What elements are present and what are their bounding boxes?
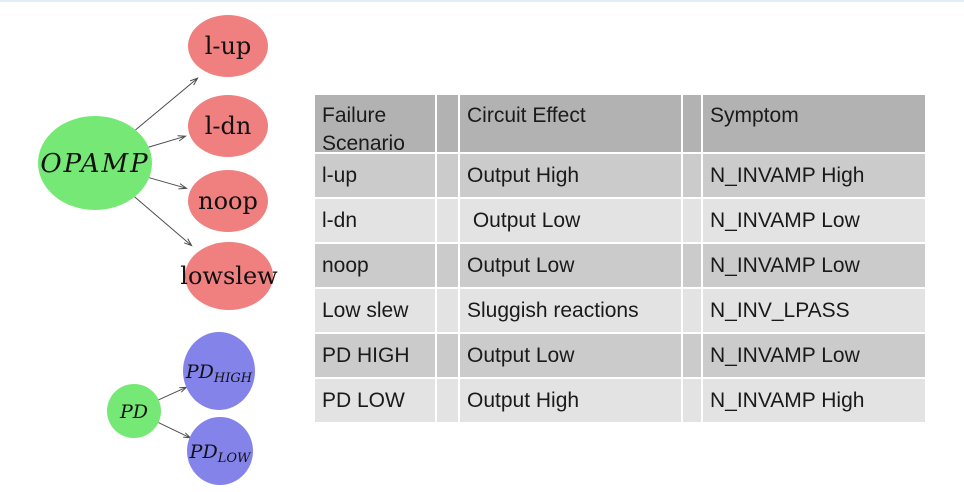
pd-node (107, 384, 161, 438)
opamp-tree: OPAMP l-up l-dn noop lowslew (38, 15, 278, 310)
cell-symptom: N_INV_LPASS (703, 289, 925, 332)
opamp-label: OPAMP (40, 149, 149, 179)
lowslew-node (185, 242, 273, 310)
cell-symptom: N_INVAMP Low (703, 199, 925, 242)
edge-opamp-lup (135, 77, 199, 131)
header-failure-scenario: Failure Scenario (315, 95, 435, 155)
lowslew-label: lowslew (180, 262, 278, 290)
spacer-cell (683, 199, 701, 242)
spacer-cell (437, 289, 458, 332)
spacer-cell (437, 334, 458, 377)
edge-pd-pdlow (158, 422, 192, 439)
cell-scenario: l-up (315, 154, 435, 197)
cell-scenario: PD HIGH (315, 334, 435, 377)
cell-scenario: PD LOW (315, 379, 435, 422)
spacer-cell (437, 244, 458, 287)
spacer-cell (683, 334, 701, 377)
failure-symptom-table: Failure Scenario Circuit Effect Symptom … (315, 95, 925, 422)
spacer-cell (683, 244, 701, 287)
pdlow-node (187, 417, 253, 485)
spacer-cell (683, 154, 701, 197)
ldn-label: l-dn (205, 112, 252, 140)
cell-symptom: N_INVAMP Low (703, 334, 925, 377)
lup-node (188, 15, 268, 77)
spacer-cell (683, 379, 701, 422)
pdlow-label: PDLOW (189, 441, 252, 466)
pdhigh-label: PDHIGH (185, 361, 253, 386)
header-symptom: Symptom (703, 95, 925, 152)
cell-scenario: l-dn (315, 199, 435, 242)
spacer-cell (437, 379, 458, 422)
spacer-cell (437, 199, 458, 242)
cell-effect: Output Low (460, 334, 681, 377)
pdhigh-label-main: PD (185, 361, 214, 383)
spacer-cell (683, 289, 701, 332)
spacer-cell (437, 154, 458, 197)
noop-label: noop (198, 187, 258, 215)
noop-node (188, 170, 268, 232)
cell-symptom: N_INVAMP Low (703, 244, 925, 287)
edge-pd-pdhigh (158, 386, 188, 401)
pdlow-label-subscript: LOW (217, 451, 252, 466)
edge-opamp-lowslew (134, 196, 193, 247)
cell-symptom: N_INVAMP High (703, 379, 925, 422)
cell-scenario: Low slew (315, 289, 435, 332)
fault-tree-diagram: OPAMP l-up l-dn noop lowslew PD PDHIGH P… (38, 15, 278, 485)
edge-opamp-noop (148, 177, 188, 190)
pdhigh-label-subscript: HIGH (213, 371, 253, 386)
cell-effect: Output Low (460, 244, 681, 287)
cell-symptom: N_INVAMP High (703, 154, 925, 197)
window-top-edge (0, 0, 964, 2)
pdhigh-node (183, 332, 255, 410)
header-circuit-effect: Circuit Effect (460, 95, 681, 152)
ldn-node (188, 95, 268, 157)
pdlow-label-main: PD (189, 441, 218, 463)
edge-opamp-ldn (148, 135, 187, 148)
header-spacer (437, 95, 458, 152)
cell-scenario: noop (315, 244, 435, 287)
cell-effect: Output High (460, 379, 681, 422)
opamp-node (38, 116, 152, 210)
pd-tree: PD PDHIGH PDLOW (107, 332, 255, 485)
lup-label: l-up (205, 32, 252, 60)
cell-effect: Sluggish reactions (460, 289, 681, 332)
header-spacer (683, 95, 701, 152)
cell-effect: Output Low (460, 199, 681, 242)
pd-label: PD (119, 401, 148, 423)
cell-effect: Output High (460, 154, 681, 197)
